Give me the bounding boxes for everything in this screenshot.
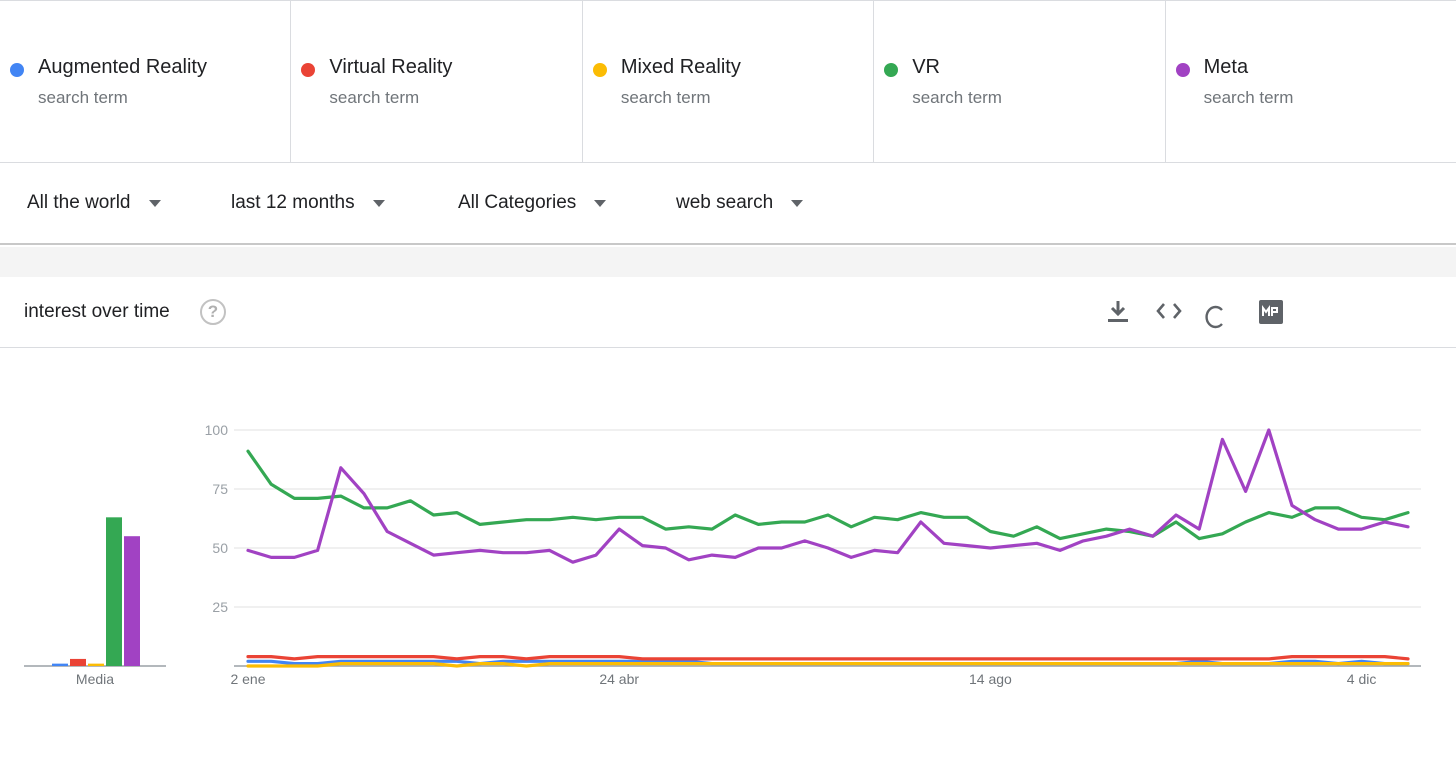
average-axis-label: Media xyxy=(76,671,114,687)
term-virtual-reality[interactable]: Virtual Reality search term xyxy=(291,1,583,162)
term-label: Mixed Reality xyxy=(620,56,741,78)
y-tick-label: 50 xyxy=(212,540,228,556)
term-type: search term xyxy=(329,88,420,107)
series-color-dot xyxy=(884,63,899,77)
interest-over-time-chart: 25 50 75 100 2 ene 24 abr 14 ago 4 dic Media xyxy=(24,422,1421,687)
x-tick-label: 4 dic xyxy=(1347,671,1377,687)
series-color-dot xyxy=(592,63,607,77)
x-tick-label: 24 abr xyxy=(599,671,639,687)
series-color-dot xyxy=(301,63,316,77)
y-tick-label: 75 xyxy=(212,481,228,497)
caret-down-icon xyxy=(594,199,607,207)
average-bar xyxy=(52,663,68,666)
series-line xyxy=(246,662,1410,668)
term-type: search term xyxy=(1203,88,1294,107)
series-line xyxy=(246,655,1410,661)
average-bar xyxy=(88,663,104,666)
term-mixed-reality[interactable]: Mixed Reality search term xyxy=(583,1,875,162)
category-dropdown-label: All Categories xyxy=(458,192,577,213)
question-circle-icon[interactable]: ? xyxy=(200,299,226,325)
average-bar xyxy=(124,536,140,666)
caret-down-icon xyxy=(372,199,385,207)
average-bar xyxy=(106,517,122,666)
card-title: interest over time xyxy=(24,301,170,322)
region-dropdown-label: All the world xyxy=(27,192,131,213)
period-dropdown-label: last 12 months xyxy=(231,192,355,213)
average-bar xyxy=(70,658,86,666)
term-augmented-reality[interactable]: Augmented Reality search term xyxy=(0,1,292,162)
gallery-icon[interactable] xyxy=(1258,299,1284,325)
search-terms-bar: Augmented Reality search term Virtual Re… xyxy=(0,0,1456,163)
term-vr[interactable]: VR search term xyxy=(874,1,1166,162)
series-line xyxy=(246,428,1410,564)
average-bar-chart xyxy=(24,517,166,667)
term-label: Augmented Reality xyxy=(38,56,207,78)
y-tick-label: 100 xyxy=(205,422,229,438)
x-tick-label: 14 ago xyxy=(969,671,1012,687)
term-meta[interactable]: Meta search term xyxy=(1166,1,1456,162)
line-series xyxy=(246,428,1410,668)
embed-code-icon[interactable] xyxy=(1155,299,1183,323)
term-type: search term xyxy=(620,88,711,107)
axis-labels: 25 50 75 100 2 ene 24 abr 14 ago 4 dic Media xyxy=(76,422,1376,687)
series-line xyxy=(246,449,1410,541)
series-color-dot xyxy=(1175,63,1190,77)
interest-over-time-header: interest over time ? xyxy=(0,277,1456,348)
caret-down-icon xyxy=(148,199,161,207)
term-type: search term xyxy=(38,88,128,107)
caret-down-icon xyxy=(791,199,804,207)
category-dropdown[interactable]: All Categories xyxy=(458,192,607,214)
series-color-dot xyxy=(10,63,24,77)
region-dropdown[interactable]: All the world xyxy=(27,192,161,214)
x-tick-label: 2 ene xyxy=(230,671,265,687)
y-tick-label: 25 xyxy=(212,599,228,615)
download-icon[interactable] xyxy=(1106,299,1130,325)
term-label: VR xyxy=(912,56,941,78)
term-type: search term xyxy=(912,88,1002,107)
section-gap xyxy=(0,247,1456,277)
period-dropdown[interactable]: last 12 months xyxy=(231,192,385,214)
filter-bar: All the world last 12 months All Categor… xyxy=(0,164,1456,245)
term-label: Virtual Reality xyxy=(329,56,453,78)
search-property-dropdown-label: web search xyxy=(676,192,774,213)
term-label: Meta xyxy=(1203,56,1249,78)
share-icon[interactable] xyxy=(1203,301,1227,331)
search-property-dropdown[interactable]: web search xyxy=(676,192,804,214)
